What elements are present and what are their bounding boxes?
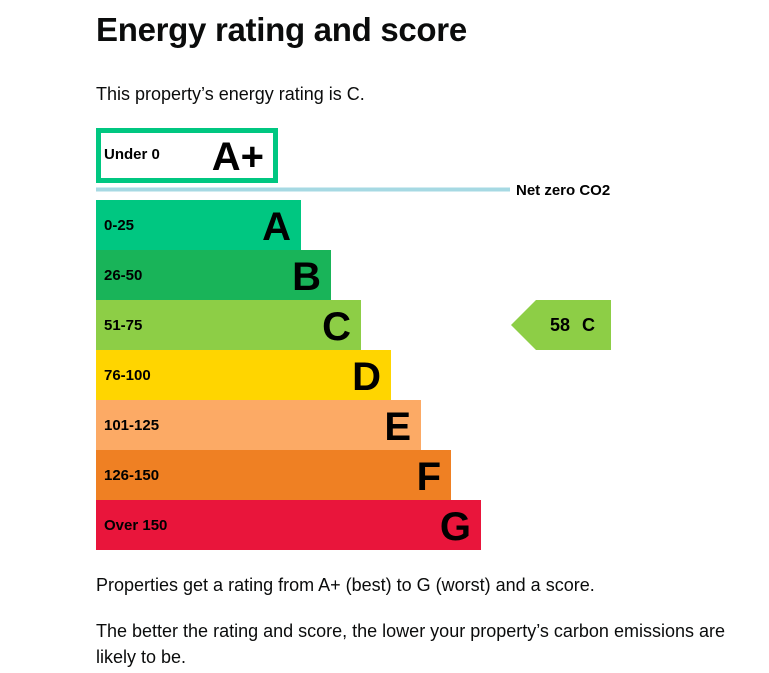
band-range-label: 76-100 <box>104 367 151 384</box>
band-range-label: 26-50 <box>104 267 142 284</box>
band-a-plus <box>96 128 278 183</box>
band-letter: A+ <box>212 135 264 179</box>
band-letter: G <box>440 505 471 549</box>
band-letter: F <box>417 455 441 499</box>
band-letter: C <box>322 305 351 349</box>
band-d <box>96 350 391 400</box>
band-e <box>96 400 421 450</box>
current-score: 58 <box>550 315 570 335</box>
band-letter: A <box>262 205 291 249</box>
band-range-label: 0-25 <box>104 217 134 234</box>
band-range-label: Under 0 <box>104 146 160 163</box>
current-letter: C <box>582 315 595 335</box>
band-range-label: 126-150 <box>104 467 159 484</box>
band-range-label: 101-125 <box>104 417 159 434</box>
band-range-label: 51-75 <box>104 317 142 334</box>
rating-explanation: Properties get a rating from A+ (best) t… <box>96 575 595 595</box>
band-letter: E <box>384 405 411 449</box>
current-rating-arrow <box>511 300 611 350</box>
band-c <box>96 300 361 350</box>
band-b <box>96 250 331 300</box>
band-g <box>96 500 481 550</box>
rating-summary: This property’s energy rating is C. <box>96 84 365 104</box>
page-title: Energy rating and score <box>96 11 467 48</box>
net-zero-label: Net zero CO2 <box>516 182 610 199</box>
band-letter: D <box>352 355 381 399</box>
band-letter: B <box>292 255 321 299</box>
band-a <box>96 200 301 250</box>
emissions-explanation: The better the rating and score, the low… <box>96 621 725 667</box>
band-range-label: Over 150 <box>104 517 167 534</box>
band-f <box>96 450 451 500</box>
